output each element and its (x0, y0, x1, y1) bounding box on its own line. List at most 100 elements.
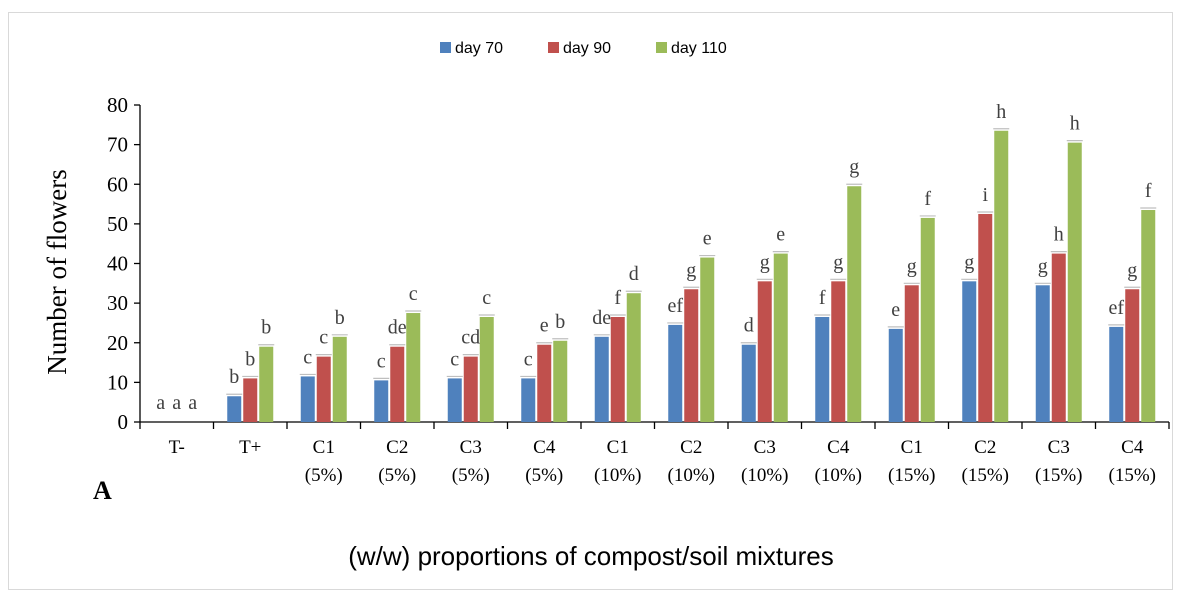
y-tick-label: 80 (107, 93, 128, 117)
significance-letter: f (614, 287, 621, 309)
bar (521, 378, 536, 422)
significance-letter: e (776, 224, 785, 246)
x-tick-label: C1 (901, 437, 923, 458)
bar (888, 328, 903, 422)
bar (594, 336, 609, 422)
significance-letter: c (409, 283, 418, 305)
x-tick-sublabel: (5%) (378, 465, 416, 486)
x-tick-label: C2 (974, 437, 996, 458)
bar (773, 253, 788, 422)
x-tick-label: C1 (313, 437, 335, 458)
bar (300, 376, 315, 422)
bar (537, 344, 552, 422)
legend-swatch (548, 42, 559, 53)
x-tick-label: C2 (386, 437, 408, 458)
significance-letter: cd (461, 327, 480, 349)
significance-letter: d (744, 315, 754, 337)
significance-letter: g (833, 251, 843, 273)
significance-letter: h (996, 101, 1006, 123)
x-axis-label: (w/w) proportions of compost/soil mixtur… (348, 541, 833, 571)
bar (316, 356, 331, 422)
significance-letter: a (156, 392, 165, 414)
bar (1125, 289, 1140, 422)
bar (700, 257, 715, 422)
significance-letter: a (172, 392, 181, 414)
bar (847, 186, 862, 422)
x-tick-label: C3 (460, 437, 482, 458)
y-tick-label: 0 (118, 410, 129, 434)
x-tick-sublabel: (5%) (305, 465, 343, 486)
x-tick-sublabel: (10%) (741, 465, 788, 486)
bar (1051, 253, 1066, 422)
significance-letter: h (1070, 113, 1080, 135)
significance-letter: c (303, 346, 312, 368)
bar (904, 285, 919, 422)
significance-letter: g (907, 255, 917, 277)
x-tick-sublabel: (5%) (452, 465, 490, 486)
y-tick-label: 70 (107, 133, 128, 157)
bar (479, 316, 494, 422)
significance-letter: g (849, 156, 859, 178)
x-tick-sublabel: (15%) (1109, 465, 1156, 486)
bar (626, 293, 641, 422)
significance-letter: g (1038, 255, 1048, 277)
significance-letter: g (760, 251, 770, 273)
x-tick-sublabel: (15%) (1035, 465, 1082, 486)
bar (920, 217, 935, 422)
bar (610, 316, 625, 422)
panel-label: A (93, 476, 112, 505)
bar (332, 336, 347, 422)
y-axis-label: Number of flowers (42, 169, 72, 374)
significance-letter: b (245, 348, 255, 370)
y-tick-label: 10 (107, 370, 128, 394)
bar (741, 344, 756, 422)
bar (1141, 210, 1156, 422)
significance-letter: b (229, 366, 239, 388)
legend-label: day 70 (455, 40, 503, 57)
bar (962, 281, 977, 422)
significance-letter: c (482, 287, 491, 309)
legend-swatch (440, 42, 451, 53)
bar (757, 281, 772, 422)
x-tick-label: C2 (680, 437, 702, 458)
bar (1067, 142, 1082, 423)
x-tick-label: T+ (239, 437, 261, 458)
y-tick-label: 40 (107, 252, 128, 276)
x-tick-sublabel: (15%) (888, 465, 935, 486)
bar (259, 346, 274, 422)
significance-letter: g (964, 251, 974, 273)
x-tick-labels: T- T+ C1 (5%) C2 (5%) C3 (5%) C4 (5%) C1 (10%) C2 (10… (169, 437, 1156, 486)
x-tick-label: C4 (533, 437, 556, 458)
significance-letter: f (819, 287, 826, 309)
bar (994, 130, 1009, 422)
significance-letter: ef (1108, 297, 1124, 319)
legend-label: day 90 (563, 40, 611, 57)
bar (1109, 326, 1124, 422)
significance-letter: d (629, 263, 639, 285)
significance-letter: c (450, 348, 459, 370)
significance-letter: b (335, 307, 345, 329)
significance-letter: i (982, 184, 988, 206)
legend-label: day 110 (671, 40, 727, 57)
chart-frame: day 70 day 90 day 110 a b c c c c de ef d f e g g ef a b c… (8, 12, 1173, 590)
y-tick-label: 60 (107, 172, 128, 196)
y-tick-label: 20 (107, 331, 128, 355)
bar (684, 289, 699, 422)
x-tick-label: C4 (827, 437, 850, 458)
significance-letter: a (188, 392, 197, 414)
x-tick-label: C1 (607, 437, 629, 458)
x-tick-label: T- (169, 437, 185, 458)
bar (227, 396, 242, 422)
significance-letter: c (377, 350, 386, 372)
bar (1035, 285, 1050, 422)
y-tick-label: 50 (107, 212, 128, 236)
y-tick-labels: 0 10 20 30 40 50 60 70 80 (107, 93, 128, 434)
bar (815, 316, 830, 422)
significance-letter: c (524, 348, 533, 370)
bar (978, 213, 993, 422)
bar (390, 346, 405, 422)
significance-letter: c (319, 327, 328, 349)
x-tick-label: C4 (1121, 437, 1144, 458)
